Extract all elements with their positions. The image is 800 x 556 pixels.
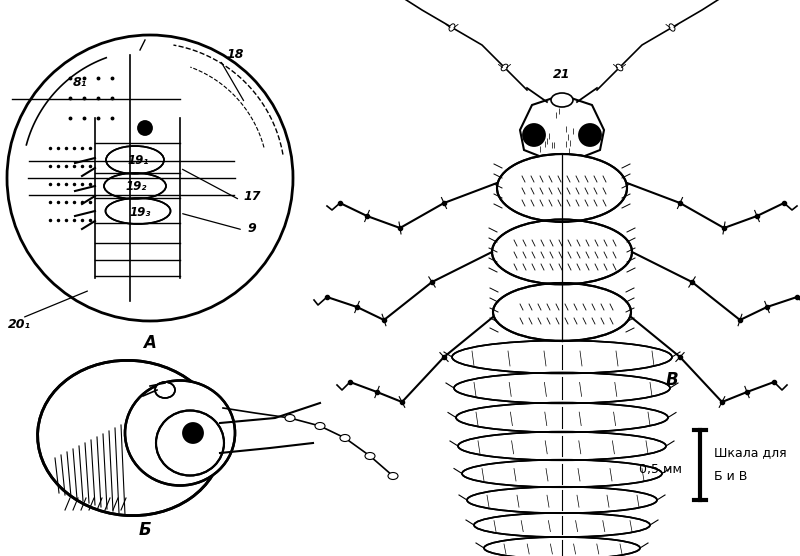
Ellipse shape <box>104 173 166 199</box>
Text: 18: 18 <box>226 48 243 62</box>
Ellipse shape <box>388 473 398 479</box>
Ellipse shape <box>156 410 224 475</box>
Ellipse shape <box>493 283 631 341</box>
Text: В: В <box>666 371 678 389</box>
Ellipse shape <box>551 93 573 107</box>
Text: 21: 21 <box>554 68 570 82</box>
Ellipse shape <box>340 434 350 441</box>
Ellipse shape <box>467 487 657 513</box>
Ellipse shape <box>616 64 623 71</box>
Ellipse shape <box>454 373 670 404</box>
Text: Б и В: Б и В <box>714 470 747 484</box>
Text: 19₁: 19₁ <box>127 153 149 166</box>
Ellipse shape <box>474 513 650 537</box>
Text: 0,5 мм: 0,5 мм <box>639 464 682 476</box>
Text: 17: 17 <box>243 191 261 203</box>
Ellipse shape <box>458 431 666 460</box>
Ellipse shape <box>484 537 640 556</box>
Text: 19₃: 19₃ <box>130 206 150 220</box>
Polygon shape <box>520 95 604 165</box>
Text: А: А <box>143 334 157 352</box>
Ellipse shape <box>669 24 675 31</box>
Circle shape <box>138 121 152 135</box>
Ellipse shape <box>452 340 672 374</box>
Ellipse shape <box>125 380 235 485</box>
Ellipse shape <box>106 146 164 174</box>
Ellipse shape <box>501 64 508 71</box>
Ellipse shape <box>315 423 325 429</box>
Ellipse shape <box>449 24 455 31</box>
Circle shape <box>579 124 601 146</box>
Ellipse shape <box>456 403 668 433</box>
Text: 20₁: 20₁ <box>8 319 31 331</box>
Ellipse shape <box>497 154 627 222</box>
Circle shape <box>523 124 545 146</box>
Text: 8₁: 8₁ <box>73 77 87 90</box>
Text: Шкала для: Шкала для <box>714 446 786 459</box>
Ellipse shape <box>155 382 175 398</box>
Ellipse shape <box>285 415 295 421</box>
Ellipse shape <box>462 460 662 487</box>
Ellipse shape <box>38 360 222 515</box>
Text: 19₂: 19₂ <box>126 180 146 192</box>
Ellipse shape <box>106 198 170 224</box>
Text: Б: Б <box>138 521 151 539</box>
Ellipse shape <box>492 220 632 285</box>
Text: 9: 9 <box>247 221 256 235</box>
Circle shape <box>183 423 203 443</box>
Ellipse shape <box>365 453 375 459</box>
